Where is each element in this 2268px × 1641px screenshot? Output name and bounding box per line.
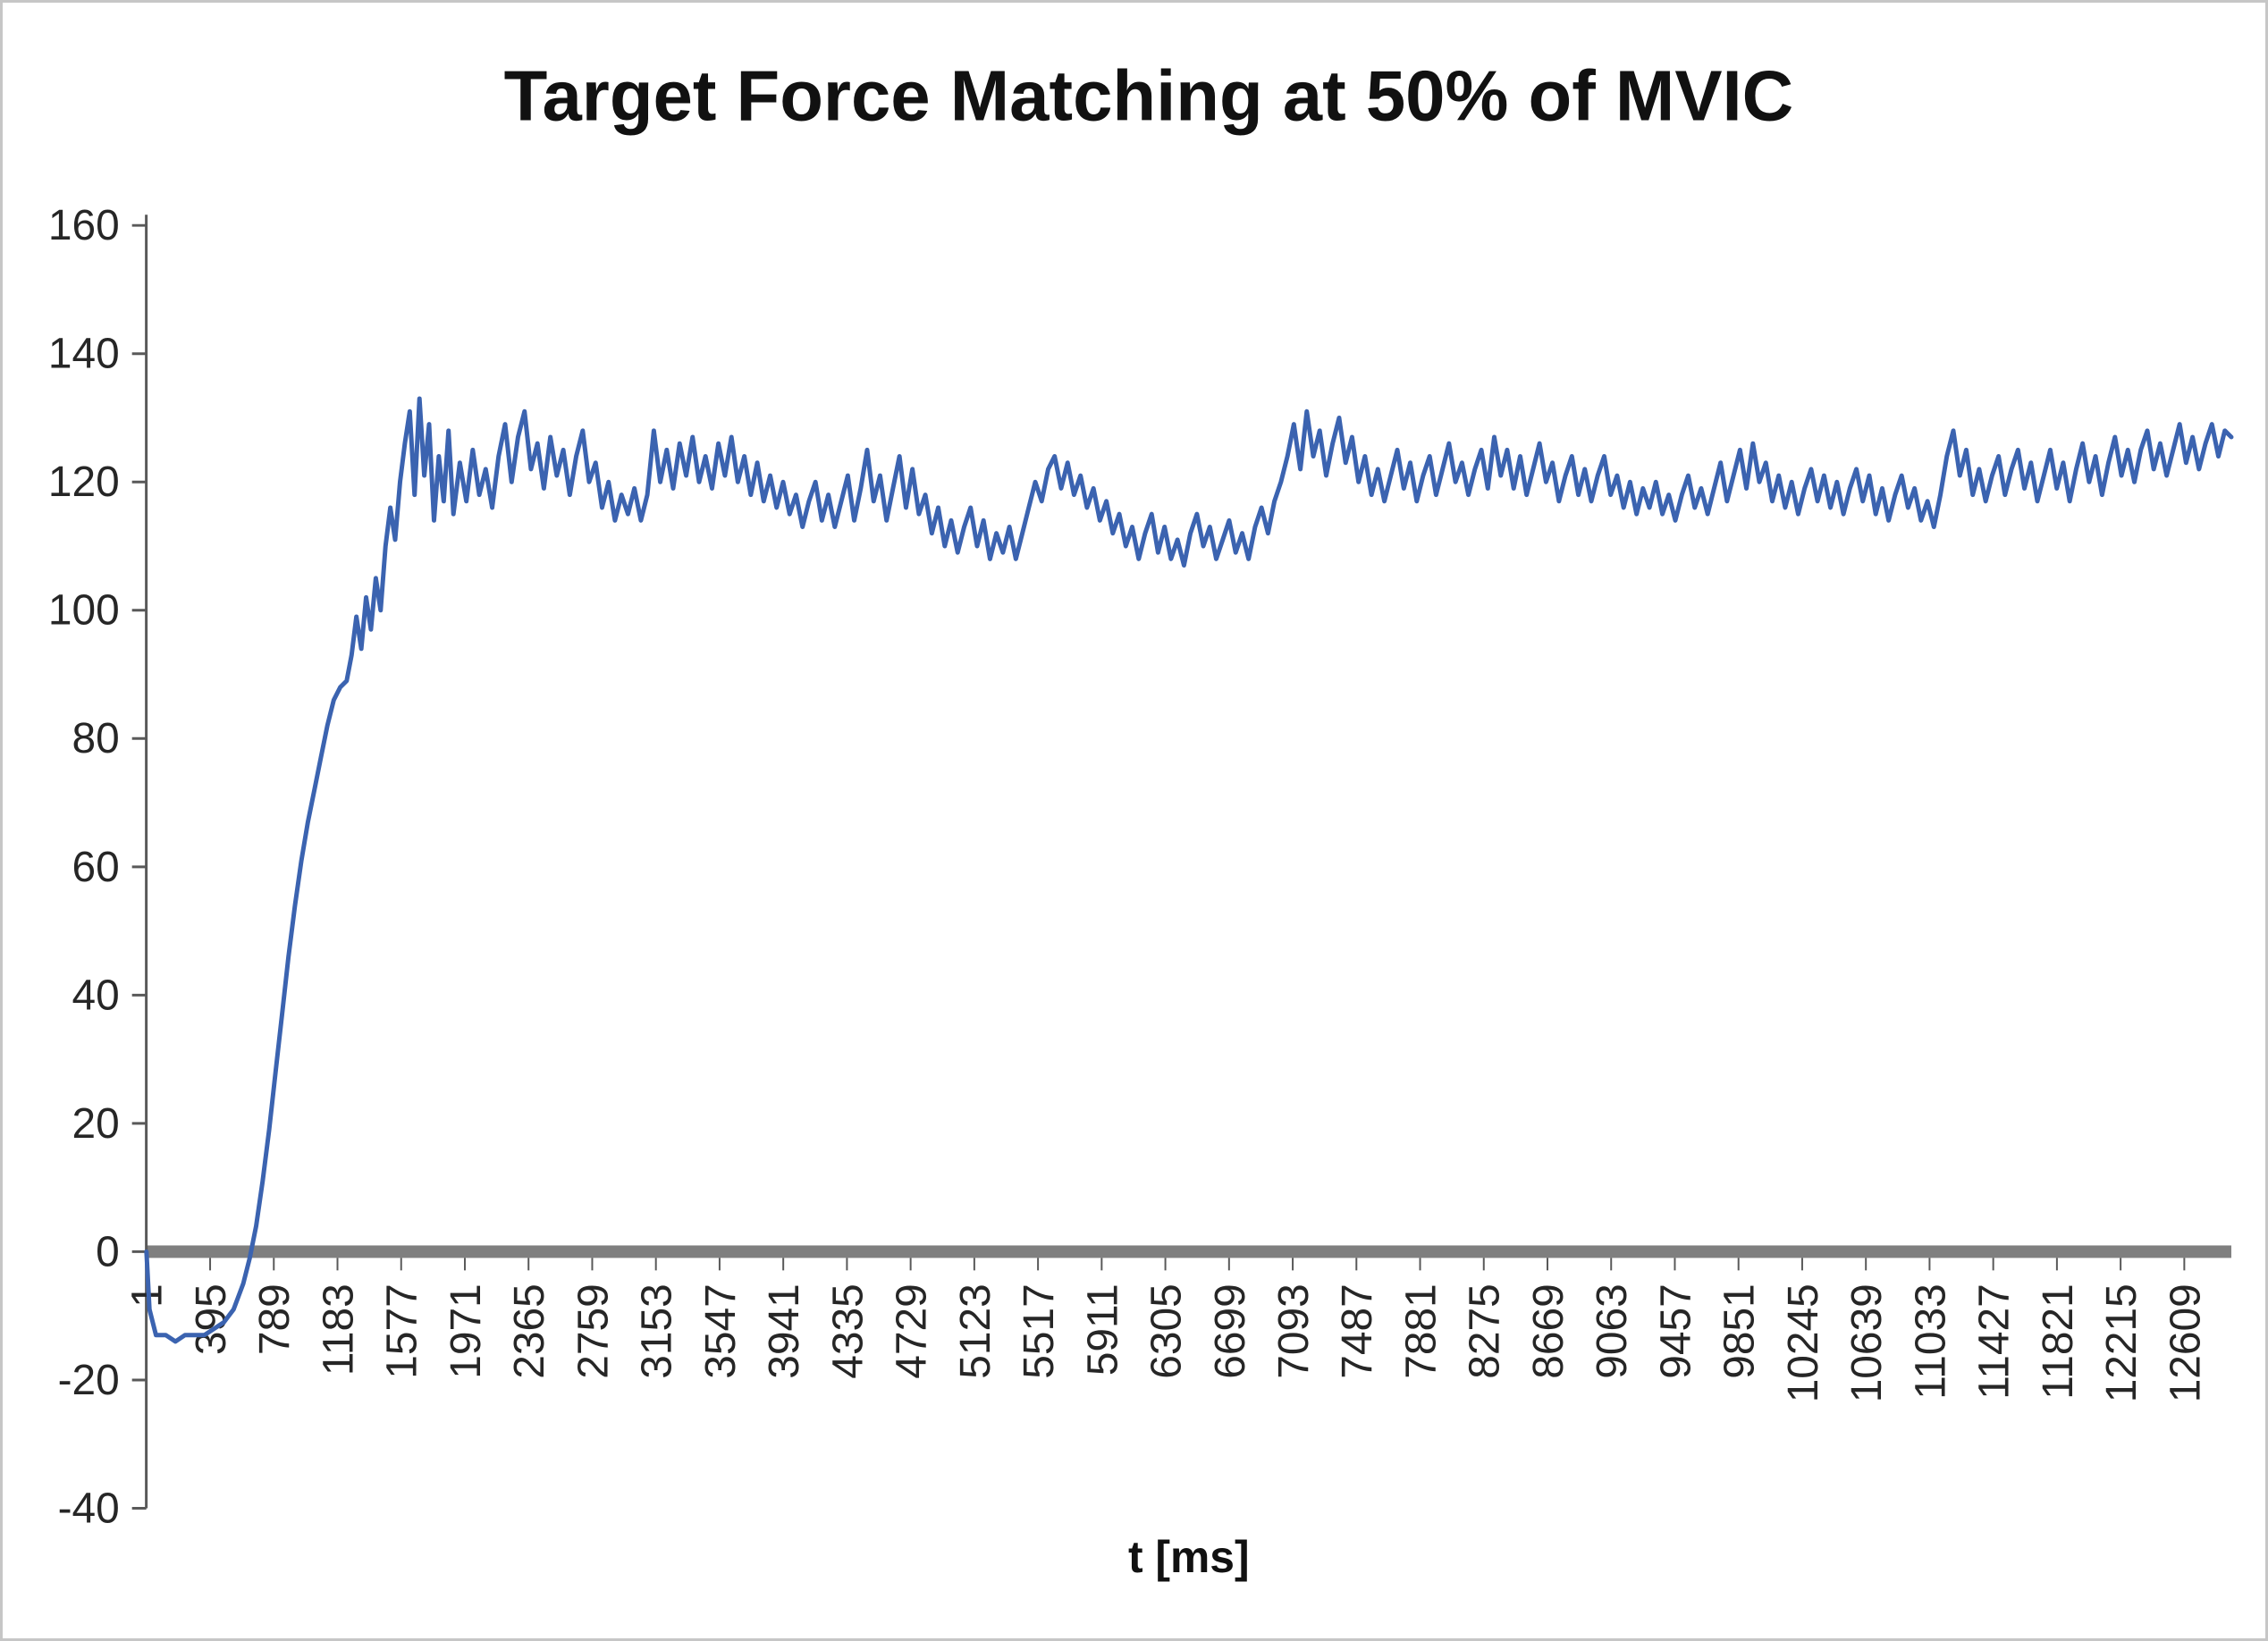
- x-tick-label: 4335: [824, 1283, 872, 1378]
- chart-canvas: Target Force Matching at 50% of MVIC 160…: [48, 56, 2234, 1582]
- x-tick-label: 3547: [697, 1283, 745, 1378]
- y-tick-label: 80: [72, 715, 120, 762]
- x-tick-label: 5911: [1079, 1283, 1126, 1376]
- x-tick-label: 1971: [443, 1283, 490, 1378]
- x-tick-label: 6305: [1143, 1283, 1191, 1378]
- y-tick-label: 0: [96, 1228, 120, 1275]
- x-tick-label: 2759: [569, 1283, 617, 1378]
- y-tick-label: 40: [72, 972, 120, 1019]
- x-tick-label: 10245: [1780, 1283, 1827, 1402]
- x-tick-label: 8275: [1462, 1283, 1509, 1378]
- x-tick-label: 3941: [761, 1283, 808, 1378]
- y-tick-label: 20: [72, 1100, 120, 1148]
- x-tick-label: 5123: [952, 1283, 999, 1378]
- x-tick-label: 11821: [2035, 1283, 2082, 1399]
- y-tick-label: 60: [72, 844, 120, 891]
- x-tick-label: 3153: [634, 1283, 681, 1378]
- y-tick-label: 160: [48, 202, 120, 249]
- x-tick-label: 9457: [1652, 1283, 1699, 1378]
- x-tick-label: 7093: [1270, 1283, 1318, 1378]
- y-tick-label: 140: [48, 331, 120, 378]
- x-tick-label: 10639: [1843, 1283, 1891, 1402]
- zero-axis-band: [146, 1245, 2231, 1258]
- x-tick-label: 2365: [506, 1283, 553, 1378]
- x-tick-label: 789: [251, 1283, 299, 1355]
- x-tick-label: 5517: [1016, 1283, 1063, 1378]
- chart-title: Target Force Matching at 50% of MVIC: [504, 56, 1794, 136]
- x-tick-label: 9063: [1589, 1283, 1636, 1378]
- series-line-force: [144, 396, 2234, 1344]
- y-tick-label: -20: [58, 1357, 120, 1404]
- x-tick-label: 12215: [2098, 1283, 2146, 1402]
- x-tick-label: 6699: [1207, 1283, 1254, 1378]
- x-axis-title: t [ms]: [1128, 1532, 1250, 1582]
- x-tick-label: 12609: [2162, 1283, 2209, 1402]
- y-tick-label: 120: [48, 459, 120, 506]
- y-tick-label: -40: [58, 1485, 120, 1532]
- x-tick-label: 1183: [315, 1283, 362, 1376]
- x-tick-label: 7881: [1397, 1283, 1445, 1378]
- x-tick-label: 8669: [1525, 1283, 1572, 1378]
- x-tick-label: 4729: [889, 1283, 936, 1378]
- x-tick-label: 7487: [1334, 1283, 1381, 1378]
- y-tick-label: 100: [48, 587, 120, 635]
- x-tick-label: 1577: [379, 1283, 426, 1378]
- x-tick-label: 11033: [1907, 1283, 1954, 1399]
- x-tick-label: 11427: [1971, 1283, 2019, 1399]
- x-tick-label: 9851: [1716, 1283, 1764, 1378]
